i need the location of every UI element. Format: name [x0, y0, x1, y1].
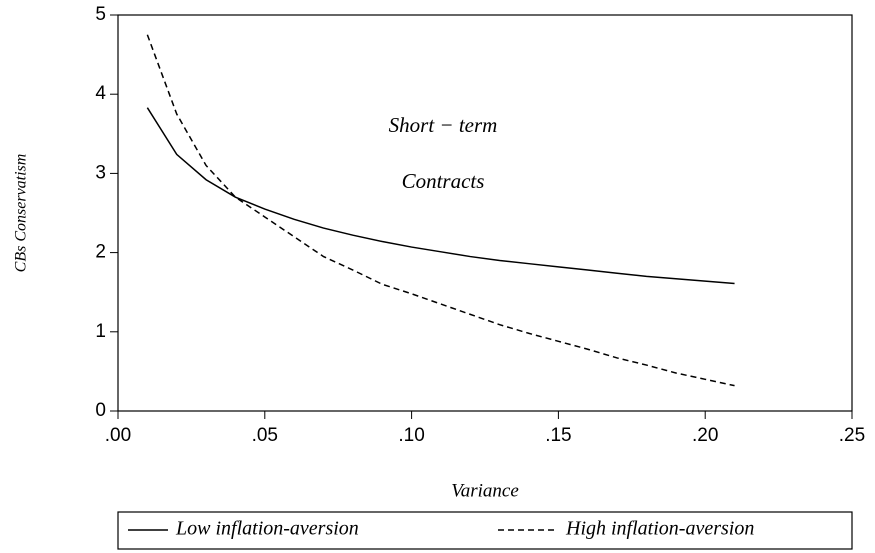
annotation: Contracts [402, 169, 485, 193]
x-tick-label: .00 [105, 425, 131, 446]
legend-label: High inflation-aversion [565, 518, 754, 540]
series-line [146, 107, 735, 285]
y-tick-label: 3 [95, 162, 106, 183]
x-tick-label: .25 [839, 425, 865, 446]
x-axis-label: Variance [451, 480, 519, 501]
series-line [146, 34, 735, 387]
y-tick-label: 1 [95, 321, 106, 342]
legend-frame [117, 511, 853, 550]
plot-frame [117, 14, 853, 412]
annotation: Short − term [389, 113, 498, 137]
x-tick-label: .20 [692, 425, 718, 446]
y-tick-label: 0 [95, 400, 106, 421]
y-tick-label: 4 [95, 83, 106, 104]
y-tick-label: 2 [95, 242, 106, 263]
y-axis-label: CBs Conservatism [13, 154, 30, 273]
x-tick-label: .15 [545, 425, 571, 446]
x-tick-label: .10 [398, 425, 424, 446]
y-tick-label: 5 [95, 4, 106, 25]
x-tick-label: .05 [252, 425, 278, 446]
legend-label: Low inflation-aversion [175, 518, 359, 540]
